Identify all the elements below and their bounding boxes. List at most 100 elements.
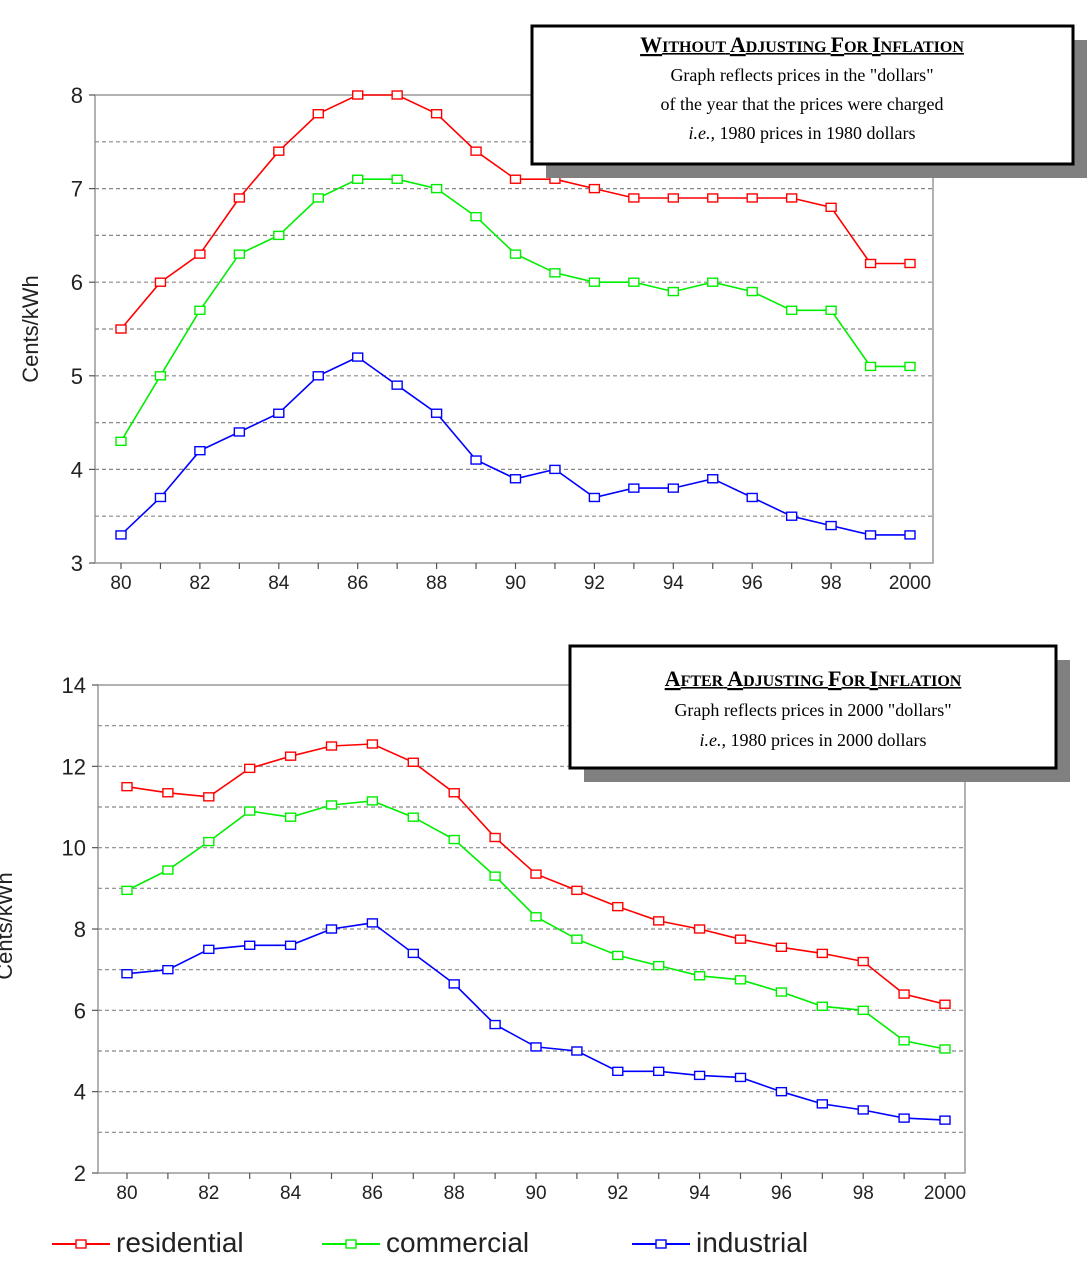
- data-point: [904, 361, 916, 372]
- data-point: [325, 924, 338, 934]
- box-title: AFTER ADJUSTING FOR INFLATION: [665, 666, 962, 691]
- annotation-box: [530, 24, 1075, 166]
- series-commercial: [121, 796, 951, 1054]
- data-point: [857, 1105, 869, 1115]
- data-point: [816, 1001, 828, 1011]
- data-point: [734, 1072, 747, 1083]
- data-point: [707, 277, 719, 287]
- data-point: [391, 174, 403, 184]
- data-point: [653, 1066, 665, 1077]
- x-tick-label: 2000: [889, 573, 931, 594]
- x-tick-label: 90: [525, 1183, 546, 1204]
- x-tick-label: 86: [362, 1183, 383, 1204]
- data-point: [312, 193, 324, 203]
- data-point: [203, 836, 215, 847]
- data-point: [588, 492, 601, 503]
- annotation-line: of the year that the prices were charged: [660, 94, 943, 114]
- x-tick-label: 94: [689, 1183, 711, 1204]
- data-point: [530, 1042, 542, 1052]
- x-tick-label: 82: [189, 573, 210, 594]
- data-point: [470, 146, 482, 156]
- y-tick-label: 14: [62, 673, 86, 698]
- annotation-line: Graph reflects prices in 2000 "dollars": [674, 700, 951, 720]
- data-point: [284, 812, 297, 822]
- data-point: [864, 530, 877, 540]
- series-line: [126, 800, 946, 1050]
- data-point: [588, 183, 601, 194]
- data-point: [693, 1070, 706, 1081]
- data-point: [352, 90, 364, 100]
- data-point: [898, 1113, 910, 1123]
- data-point: [430, 408, 443, 418]
- y-tick-label: 4: [71, 457, 83, 482]
- x-tick-label: 88: [444, 1183, 465, 1204]
- data-point: [366, 796, 379, 806]
- y-tick-label: 12: [62, 754, 86, 779]
- data-point: [407, 948, 419, 959]
- data-point: [243, 763, 256, 774]
- data-point: [707, 474, 719, 484]
- data-point: [785, 305, 798, 315]
- y-axis-label: Cents/kWh: [18, 275, 43, 383]
- legend-item-residential: residential: [52, 1227, 244, 1258]
- data-point: [448, 979, 460, 989]
- x-tick-label: 90: [505, 573, 526, 594]
- data-point: [325, 741, 338, 751]
- data-point: [667, 286, 679, 297]
- data-point: [489, 871, 501, 881]
- series-commercial: [115, 174, 916, 447]
- data-point: [628, 277, 640, 287]
- data-point: [162, 865, 174, 875]
- data-point: [243, 806, 256, 816]
- x-tick-label: 82: [198, 1183, 219, 1204]
- data-point: [864, 258, 877, 269]
- data-point: [571, 885, 583, 896]
- legend-marker: [75, 1239, 87, 1249]
- data-point: [243, 940, 256, 950]
- data-point: [530, 869, 542, 879]
- series-industrial: [115, 352, 916, 540]
- series-line: [120, 356, 910, 536]
- data-point: [785, 193, 798, 203]
- y-tick-label: 7: [71, 177, 83, 202]
- data-point: [857, 1005, 869, 1016]
- data-point: [121, 885, 133, 896]
- data-point: [864, 361, 877, 372]
- y-tick-label: 4: [74, 1080, 86, 1105]
- data-point: [407, 812, 419, 822]
- data-point: [233, 249, 246, 259]
- data-point: [194, 249, 206, 259]
- data-point: [509, 249, 522, 259]
- legend-label: residential: [116, 1227, 244, 1258]
- y-tick-label: 3: [71, 551, 83, 576]
- series-residential: [115, 90, 916, 334]
- legend-marker: [655, 1239, 667, 1249]
- data-point: [825, 305, 837, 315]
- data-point: [785, 511, 798, 521]
- data-point: [816, 1099, 828, 1109]
- annotation-line-ie: i.e., 1980 prices in 2000 dollars: [700, 730, 927, 750]
- data-point: [509, 174, 522, 184]
- x-tick-label: 88: [426, 573, 447, 594]
- y-tick-label: 10: [62, 836, 86, 861]
- x-tick-label: 94: [663, 573, 685, 594]
- data-point: [667, 483, 679, 493]
- data-point: [430, 183, 443, 194]
- data-point: [121, 969, 133, 979]
- data-point: [939, 999, 951, 1009]
- legend-item-industrial: industrial: [632, 1227, 808, 1258]
- data-point: [653, 960, 665, 971]
- x-tick-label: 80: [116, 1183, 137, 1204]
- data-point: [825, 202, 837, 213]
- data-point: [628, 483, 640, 493]
- data-point: [273, 408, 285, 418]
- data-point: [857, 956, 869, 967]
- data-point: [407, 757, 419, 767]
- x-tick-label: 84: [268, 573, 290, 594]
- data-point: [233, 193, 246, 203]
- legend-marker: [345, 1239, 357, 1249]
- x-tick-label: 96: [742, 573, 763, 594]
- data-point: [352, 352, 364, 362]
- data-point: [707, 193, 719, 203]
